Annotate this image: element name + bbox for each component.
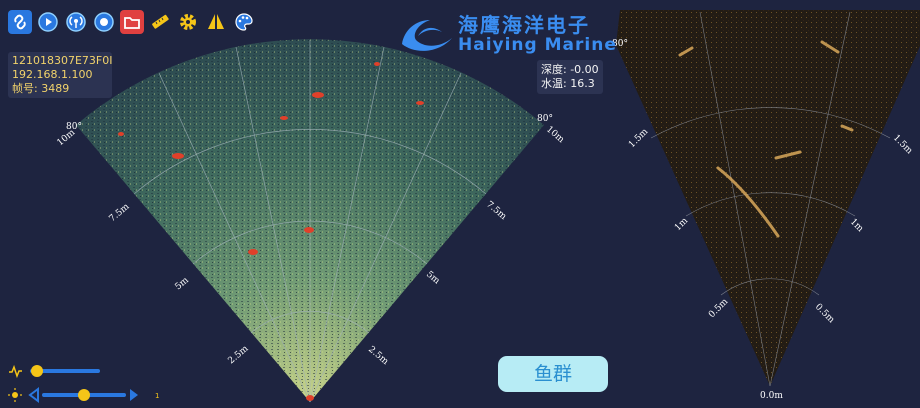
fish-school-button[interactable]: 鱼群 [498, 356, 608, 392]
connect-button[interactable] [8, 10, 32, 34]
r-range-1m-right: 1m [848, 217, 865, 234]
device-serial: 121018307E73F0I [12, 54, 113, 67]
wave-logo-icon [402, 20, 452, 51]
waveform-icon [9, 364, 22, 379]
ruler-button[interactable] [148, 10, 172, 34]
broadcast-button[interactable] [64, 10, 88, 34]
folder-button[interactable] [120, 10, 144, 34]
gain-slider-thumb[interactable] [31, 365, 43, 377]
sun-icon [8, 388, 22, 402]
sail-button[interactable] [204, 10, 228, 34]
readout-panel: 深度: -0.00 水温: 16.3 [537, 60, 603, 94]
left-sonar-fan [76, 39, 544, 403]
right-sonar-fan [616, 10, 920, 387]
device-ip: 192.168.1.100 [12, 68, 93, 81]
sail-icon [208, 14, 224, 29]
brand-logo: 海鹰海洋电子 Haiying Marine [398, 14, 617, 54]
link-icon [14, 14, 26, 30]
device-info-panel: 121018307E73F0I 192.168.1.100 帧号: 3489 [8, 52, 113, 98]
r-angle-label: 80° [612, 39, 628, 49]
brand-name-en: Haiying Marine [458, 35, 617, 55]
r-range-1.5m-left: 1.5m [627, 127, 651, 151]
range-label-2.5m-right: 2.5m [366, 345, 390, 368]
brand-name-cn: 海鹰海洋电子 [458, 13, 590, 37]
gear-icon [180, 14, 196, 30]
range-label-7.5m-left: 7.5m [108, 202, 132, 225]
ruler-icon [152, 14, 169, 29]
gain-control [8, 362, 102, 380]
play-button[interactable] [36, 10, 60, 34]
gain-slider-track [30, 369, 100, 373]
r-range-1m-left: 1m [673, 216, 690, 233]
play-icon [38, 12, 58, 32]
palette-button[interactable] [232, 10, 256, 34]
angle-label-left: 80° [66, 122, 82, 132]
r-range-origin: 0.0m [760, 391, 783, 401]
range-label-2.5m-left: 2.5m [227, 344, 251, 367]
brightness-value: 1 [155, 392, 159, 400]
gain-slider-graphic [9, 364, 100, 379]
range-label-5m-left: 5m [174, 275, 192, 292]
brightness-slider-thumb[interactable] [78, 389, 90, 401]
range-label-5m-right: 5m [424, 270, 442, 287]
broadcast-icon [66, 12, 86, 32]
frame-number: 帧号: 3489 [12, 82, 70, 95]
brightness-slider-graphic: 1 [8, 387, 159, 403]
range-label-7.5m-right: 7.5m [484, 200, 508, 223]
toolbar [8, 10, 256, 34]
settings-button[interactable] [176, 10, 200, 34]
palette-icon [235, 13, 253, 31]
temperature-readout: 水温: 16.3 [541, 77, 595, 90]
depth-readout: 深度: -0.00 [541, 63, 599, 76]
r-range-1.5m-right: 1.5m [891, 133, 915, 157]
folder-icon [124, 17, 140, 29]
angle-label-right: 80° [537, 114, 553, 124]
record-icon [94, 12, 114, 32]
record-button[interactable] [92, 10, 116, 34]
range-label-10m-right: 10m [544, 125, 566, 146]
decrease-icon[interactable] [28, 387, 39, 403]
brightness-control: 1 [8, 386, 168, 404]
r-range-0.5m-left: 0.5m [707, 297, 731, 321]
r-range-0.5m-right: 0.5m [813, 302, 837, 326]
increase-icon[interactable] [130, 389, 138, 401]
